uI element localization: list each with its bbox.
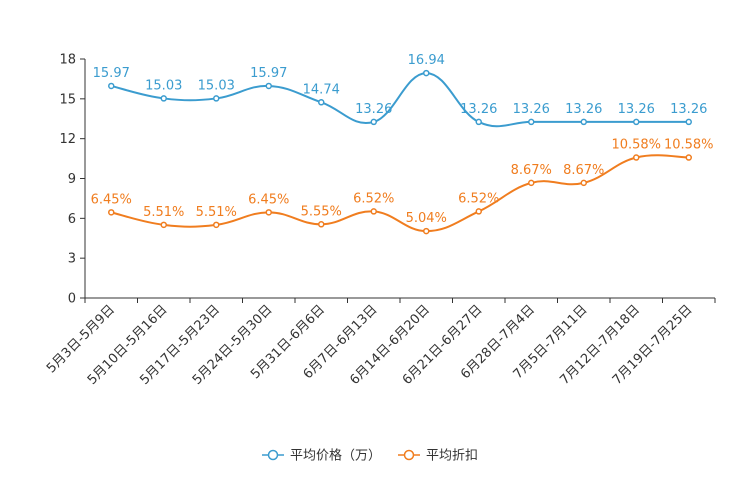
y-tick-label: 12: [59, 132, 76, 147]
data-point: [213, 221, 220, 229]
data-point: [528, 179, 535, 187]
y-tick-label: 15: [59, 92, 76, 107]
data-label: 10.58%: [611, 138, 661, 153]
data-label: 5.51%: [196, 205, 237, 220]
legend-label: 平均折扣: [426, 449, 478, 464]
data-point: [475, 208, 482, 215]
data-label: 6.52%: [353, 191, 394, 206]
data-point: [265, 209, 272, 216]
data-point: [475, 118, 482, 126]
legend: 平均价格（万） 平均折扣: [262, 448, 478, 464]
data-point: [633, 118, 640, 126]
data-point: [160, 221, 167, 229]
data-point: [213, 95, 220, 102]
legend-item-1: 平均价格（万）: [262, 448, 381, 464]
data-label: 6.45%: [248, 192, 289, 207]
data-label: 15.03: [145, 78, 182, 93]
data-point: [423, 227, 430, 235]
data-point: [633, 154, 640, 161]
data-point: [265, 82, 272, 90]
data-label: 8.67%: [563, 163, 604, 178]
y-tick-label: 0: [68, 292, 76, 307]
data-point: [580, 179, 587, 187]
legend-marker-icon: [403, 449, 415, 461]
data-label: 13.26: [565, 102, 602, 117]
data-point: [423, 69, 430, 77]
data-label: 16.94: [408, 53, 445, 68]
data-label: 5.51%: [143, 205, 184, 220]
data-label: 6.45%: [91, 192, 132, 207]
data-label: 13.26: [355, 102, 392, 117]
data-point: [370, 208, 377, 215]
data-label: 5.04%: [406, 211, 447, 226]
series-2: 6.45% 5.51% 5.51% 6.45% 5.55% 6.52% 5.04% 6.52%…: [91, 138, 714, 235]
series-1: 15.97 15.03 15.03 15.97 14.74 13.26 16.94 13.26…: [93, 53, 707, 128]
legend-item-2: 平均折扣: [398, 449, 478, 464]
data-point: [318, 221, 325, 228]
data-point: [108, 209, 115, 216]
data-label: 14.74: [303, 82, 340, 97]
y-tick-label: 9: [68, 172, 76, 187]
data-label: 15.97: [250, 66, 287, 81]
y-tick-label: 18: [59, 53, 76, 68]
data-label: 15.97: [93, 66, 130, 81]
data-label: 6.52%: [458, 191, 499, 206]
series-layer: 15.97 15.03 15.03 15.97 14.74 13.26 16.94 13.26…: [91, 53, 714, 235]
data-label: 10.58%: [664, 138, 714, 153]
y-tick-label: 3: [68, 252, 76, 267]
data-point: [108, 82, 115, 90]
legend-label: 平均价格（万）: [290, 448, 381, 464]
data-label: 13.26: [460, 102, 497, 117]
data-label: 13.26: [513, 102, 550, 117]
data-point: [318, 99, 325, 106]
data-point: [685, 154, 692, 161]
data-label: 13.26: [618, 102, 655, 117]
data-point: [370, 118, 377, 126]
data-label: 13.26: [670, 102, 707, 117]
data-point: [528, 118, 535, 126]
data-point: [580, 118, 587, 126]
data-point: [160, 95, 167, 102]
data-label: 8.67%: [511, 163, 552, 178]
legend-marker-icon: [267, 449, 279, 461]
data-label: 5.55%: [301, 204, 342, 219]
data-point: [685, 118, 692, 126]
y-tick-label: 6: [68, 212, 76, 227]
data-label: 15.03: [198, 78, 235, 93]
series-line: [111, 154, 689, 233]
